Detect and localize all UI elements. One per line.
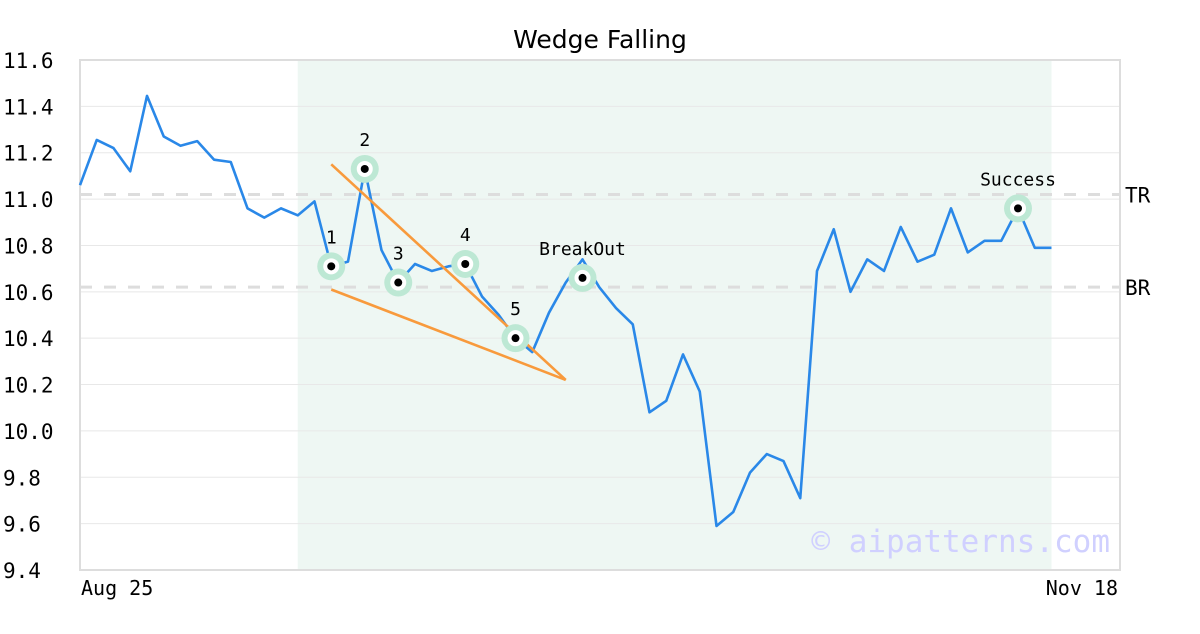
chart-title: Wedge Falling — [513, 25, 687, 54]
y-tick-label: 10.4 — [3, 327, 54, 351]
x-tick-label: Nov 18 — [1046, 576, 1118, 600]
y-tick-label: 10.2 — [3, 374, 54, 398]
y-tick-label: 11.4 — [3, 95, 54, 119]
price-line — [78, 94, 1052, 528]
marker-point — [327, 262, 336, 271]
marker-label: BreakOut — [539, 239, 626, 260]
marker-label: 5 — [510, 299, 521, 320]
marker-point — [360, 164, 369, 173]
y-tick-label: 10.0 — [3, 420, 54, 444]
marker-label: 3 — [393, 244, 404, 265]
y-tick-label: 10.6 — [3, 281, 54, 305]
y-tick-label: 11.2 — [3, 142, 54, 166]
pattern-shade — [297, 60, 1052, 570]
marker-label: 4 — [460, 225, 471, 246]
y-tick-label: 9.6 — [3, 513, 41, 537]
y-tick-label: 9.4 — [3, 559, 41, 583]
marker-point — [394, 278, 403, 287]
watermark: © aipatterns.com — [811, 524, 1110, 560]
y-tick-label: 11.0 — [3, 188, 54, 212]
wedge-line — [330, 288, 567, 382]
marker-point — [578, 273, 587, 282]
marker-label: 2 — [359, 130, 370, 151]
plot-frame — [79, 59, 1121, 571]
marker-label: Success — [980, 169, 1056, 190]
level-label-tr: TR — [1125, 183, 1151, 207]
marker-label: 1 — [326, 227, 337, 248]
y-tick-label: 11.6 — [3, 49, 54, 73]
y-tick-label: 10.8 — [3, 234, 54, 258]
marker-point — [461, 260, 470, 268]
level-label-br: BR — [1125, 276, 1151, 300]
marker-point — [1014, 204, 1022, 213]
y-tick-label: 9.8 — [3, 466, 41, 490]
marker-point — [511, 334, 520, 343]
x-tick-label: Aug 25 — [81, 576, 153, 600]
